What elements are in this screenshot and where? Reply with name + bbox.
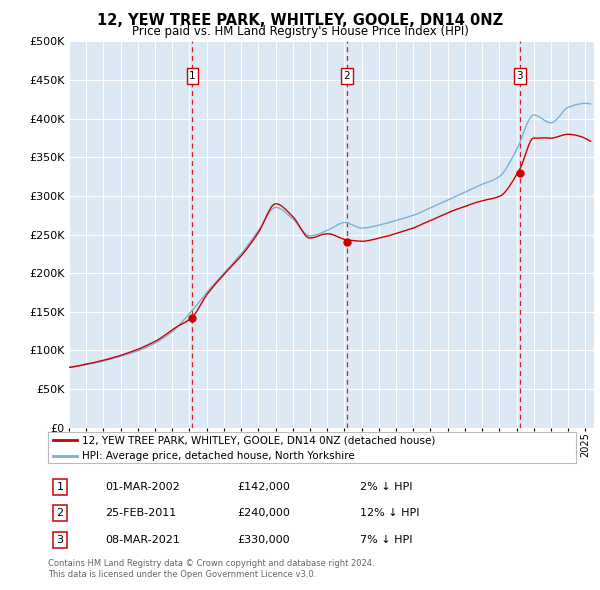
Text: 12% ↓ HPI: 12% ↓ HPI bbox=[360, 509, 419, 518]
Text: £330,000: £330,000 bbox=[237, 535, 290, 545]
Text: 12, YEW TREE PARK, WHITLEY, GOOLE, DN14 0NZ (detached house): 12, YEW TREE PARK, WHITLEY, GOOLE, DN14 … bbox=[82, 435, 436, 445]
Text: 2: 2 bbox=[344, 71, 350, 81]
Text: 1: 1 bbox=[189, 71, 196, 81]
Text: 25-FEB-2011: 25-FEB-2011 bbox=[105, 509, 176, 518]
Text: 08-MAR-2021: 08-MAR-2021 bbox=[105, 535, 180, 545]
Text: 2% ↓ HPI: 2% ↓ HPI bbox=[360, 482, 413, 491]
Text: 2: 2 bbox=[56, 509, 64, 518]
Text: Contains HM Land Registry data © Crown copyright and database right 2024.: Contains HM Land Registry data © Crown c… bbox=[48, 559, 374, 568]
Text: This data is licensed under the Open Government Licence v3.0.: This data is licensed under the Open Gov… bbox=[48, 571, 316, 579]
Text: 7% ↓ HPI: 7% ↓ HPI bbox=[360, 535, 413, 545]
Text: HPI: Average price, detached house, North Yorkshire: HPI: Average price, detached house, Nort… bbox=[82, 451, 355, 461]
Text: 3: 3 bbox=[517, 71, 523, 81]
Text: 3: 3 bbox=[56, 535, 64, 545]
Text: 01-MAR-2002: 01-MAR-2002 bbox=[105, 482, 180, 491]
Text: 12, YEW TREE PARK, WHITLEY, GOOLE, DN14 0NZ: 12, YEW TREE PARK, WHITLEY, GOOLE, DN14 … bbox=[97, 13, 503, 28]
Text: Price paid vs. HM Land Registry's House Price Index (HPI): Price paid vs. HM Land Registry's House … bbox=[131, 25, 469, 38]
Text: £142,000: £142,000 bbox=[237, 482, 290, 491]
Text: £240,000: £240,000 bbox=[237, 509, 290, 518]
Text: 1: 1 bbox=[56, 482, 64, 491]
